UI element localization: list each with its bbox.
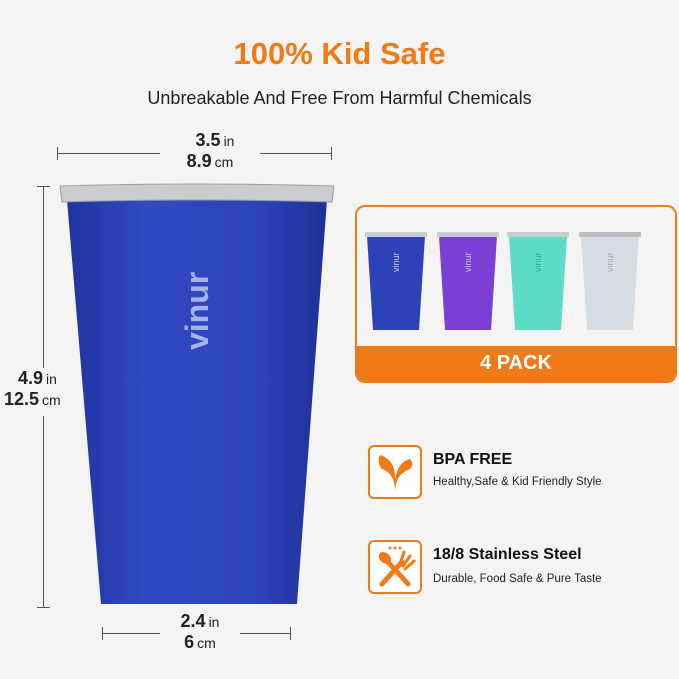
top-width-cm: 8.9 <box>186 151 212 171</box>
unit: cm <box>42 392 61 408</box>
cup-illustration: vinur <box>59 183 335 604</box>
cup-body <box>67 200 327 604</box>
unit: in <box>208 614 220 630</box>
svg-text:vinur: vinur <box>391 252 401 272</box>
svg-text:vinur: vinur <box>533 252 543 272</box>
height-cm: 12.5 <box>4 389 40 409</box>
cup-rim <box>59 183 335 203</box>
brand-logo: vinur <box>179 272 215 350</box>
dimension-tick <box>37 607 50 608</box>
height-label: 4.9 in 12.5 cm <box>2 368 82 416</box>
subheadline: Unbreakable And Free From Harmful Chemic… <box>147 88 532 108</box>
top-width-label: 3.5 in 8.9 cm <box>160 130 260 176</box>
dimension-tick <box>37 186 50 187</box>
four-pack-panel: vinur vinur vinur vinur 4 PACK <box>355 205 677 383</box>
pack-cup-grey: vinur <box>579 232 641 330</box>
feature-subtitle: Durable, Food Safe & Pure Taste <box>433 573 602 585</box>
unit: cm <box>197 635 216 651</box>
feature-subtitle: Healthy,Safe & Kid Friendly Style <box>433 476 602 488</box>
pack-label: 4 PACK <box>357 346 675 381</box>
dimension-tick <box>102 627 103 640</box>
pack-cup-purple: vinur <box>437 232 499 330</box>
dimension-tick <box>290 627 291 640</box>
spoon-fork-icon <box>368 540 422 594</box>
unit: in <box>46 371 57 387</box>
headline: 100% Kid Safe <box>233 36 446 71</box>
dimension-tick <box>57 147 58 160</box>
svg-text:vinur: vinur <box>605 252 615 272</box>
dimension-tick <box>331 147 332 160</box>
leaf-icon <box>368 445 422 499</box>
unit: in <box>223 133 235 149</box>
feature-title: BPA FREE <box>433 451 513 468</box>
pack-cup-blue: vinur <box>365 232 427 330</box>
bottom-width-cm: 6 <box>184 632 195 652</box>
bottom-width-label: 2.4 in 6 cm <box>160 611 240 657</box>
height-in: 4.9 <box>18 368 44 388</box>
pack-cup-teal: vinur <box>507 232 569 330</box>
pack-cups: vinur vinur vinur vinur <box>365 232 641 330</box>
feature-title: 18/8 Stainless Steel <box>433 546 582 563</box>
top-width-in: 3.5 <box>195 130 221 150</box>
bottom-width-in: 2.4 <box>180 611 206 631</box>
unit: cm <box>214 154 234 170</box>
svg-text:vinur: vinur <box>463 252 473 272</box>
